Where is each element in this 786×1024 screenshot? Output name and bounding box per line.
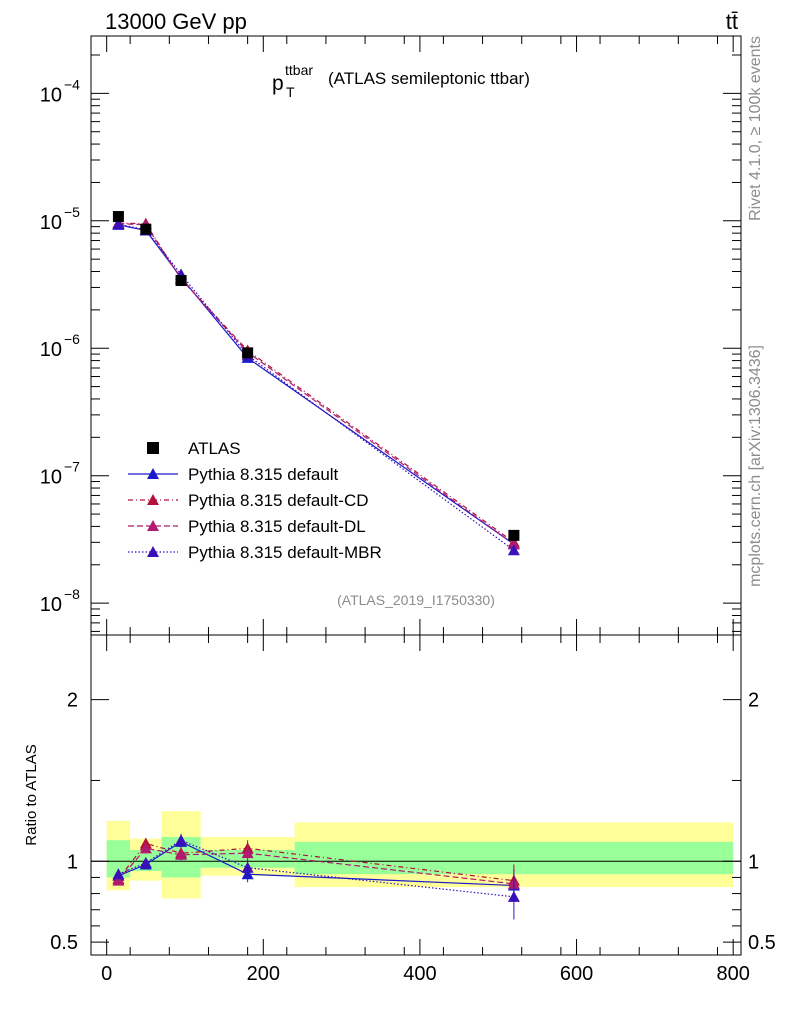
x-tick-label: 400: [403, 963, 436, 985]
ratio-series: [112, 833, 520, 920]
main-tick-label: 10: [40, 84, 62, 106]
legend-series-label: Pythia 8.315 default: [188, 465, 339, 484]
ratio-series-point: [112, 874, 125, 886]
main-tick-label: 10: [40, 339, 62, 361]
ratio-series-point: [139, 856, 152, 868]
svg-text:p: p: [272, 72, 284, 95]
ratio-tick-label-left: 2: [67, 690, 78, 712]
ratio-series-point: [241, 847, 254, 859]
side-label-top: Rivet 4.1.0, ≥ 100k events: [747, 36, 764, 221]
ratio-frame: [90, 634, 742, 956]
ratio-plot: 0.5 0.5 1 1 2 2 Ratio to ATLAS: [23, 634, 776, 956]
ratio-series-line: [117, 847, 514, 885]
title-sup: ttbar: [285, 62, 313, 78]
legend-series-label: Pythia 8.315 default-DL: [188, 517, 366, 536]
x-tick-label: 200: [247, 963, 280, 985]
ratio-series-point: [139, 842, 152, 854]
atlas-data-point: [242, 347, 254, 359]
ratio-y-ticks: 0.5 0.5 1 1 2 2: [50, 690, 776, 954]
ratio-series-point: [241, 861, 254, 873]
legend-series-label: Pythia 8.315 default-MBR: [188, 543, 382, 562]
ratio-series-point: [112, 868, 125, 880]
atlas-data-point: [508, 529, 520, 541]
x-axis: 0 200 400 600 800: [90, 36, 750, 985]
x-tick-label: 0: [101, 963, 112, 985]
atlas-data-point: [175, 275, 187, 287]
main-plot: 10−410−510−610−710−8 p ttbar T (ATLAS se…: [40, 35, 742, 636]
ratio-tick-label-right: 0.5: [748, 932, 776, 954]
x-tick-label: 800: [716, 963, 749, 985]
ratio-series-point: [507, 890, 520, 902]
main-tick-exponent: −8: [64, 586, 80, 602]
main-tick-exponent: −4: [64, 76, 80, 92]
header-right: tt̄: [726, 9, 738, 34]
atlas-data-point: [140, 223, 152, 235]
ratio-tick-label-right: 2: [748, 690, 759, 712]
header-left: 13000 GeV pp: [105, 9, 247, 34]
ratio-tick-label-right: 1: [748, 851, 759, 873]
main-series-point: [507, 544, 520, 556]
side-label-bottom: mcplots.cern.ch [arXiv:1306.3436]: [747, 345, 764, 587]
title-rest: (ATLAS semileptonic ttbar): [328, 69, 530, 88]
main-tick-exponent: −6: [64, 331, 80, 347]
title-sub: T: [286, 84, 295, 100]
main-series: [112, 211, 520, 556]
plot-title: p ttbar T (ATLAS semileptonic ttbar): [272, 62, 530, 100]
main-tick-label: 10: [40, 594, 62, 616]
legend-atlas-marker: [147, 442, 159, 454]
main-tick-exponent: −5: [64, 204, 80, 220]
legend-series-marker: [147, 468, 159, 479]
ratio-y-label: Ratio to ATLAS: [23, 744, 40, 845]
legend-series-marker: [147, 546, 159, 557]
atlas-data-point: [112, 211, 124, 223]
legend-series-label: Pythia 8.315 default-CD: [188, 491, 369, 510]
legend-series-marker: [147, 494, 159, 505]
main-tick-label: 10: [40, 467, 62, 489]
legend-atlas-label: ATLAS: [188, 439, 241, 458]
main-tick-label: 10: [40, 212, 62, 234]
main-y-ticks: 10−410−510−610−710−8: [40, 54, 741, 632]
ratio-band-green: [106, 840, 131, 878]
legend-series-marker: [147, 520, 159, 531]
main-tick-exponent: −7: [64, 459, 80, 475]
ratio-tick-label-left: 1: [67, 851, 78, 873]
ratio-tick-label-left: 0.5: [50, 932, 78, 954]
legend: ATLAS Pythia 8.315 default Pythia 8.315 de…: [128, 439, 382, 562]
watermark: (ATLAS_2019_I1750330): [337, 592, 495, 608]
main-series-point: [507, 538, 520, 550]
x-tick-label: 600: [560, 963, 593, 985]
ratio-series-point: [175, 834, 188, 846]
ratio-series-point: [175, 848, 188, 860]
title-p: p: [272, 72, 284, 95]
main-series-point: [112, 218, 125, 230]
